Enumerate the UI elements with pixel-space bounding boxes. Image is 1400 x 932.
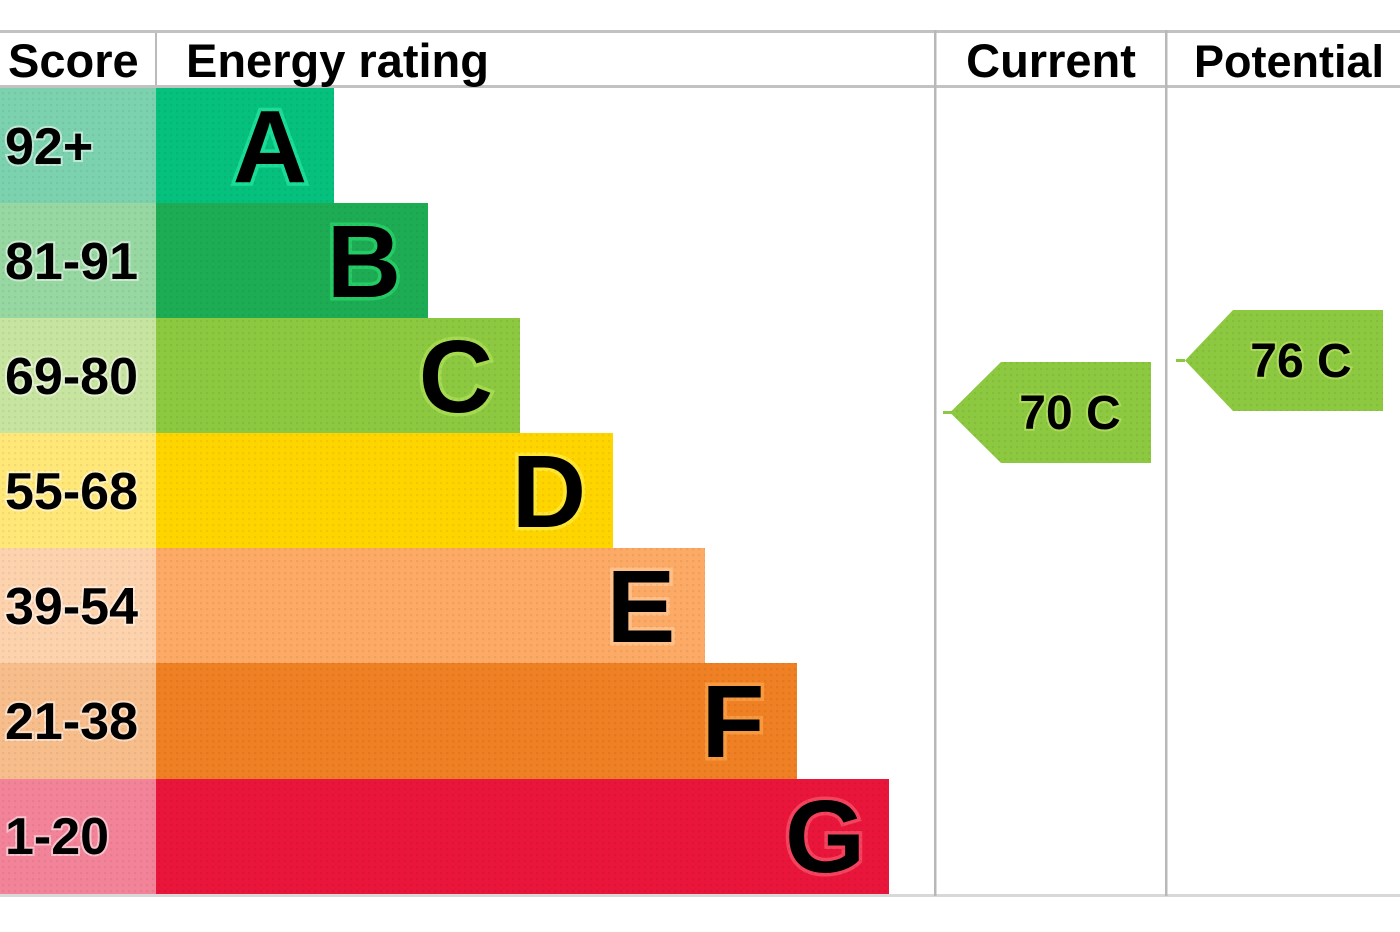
svg-text:Score: Score bbox=[8, 34, 139, 87]
svg-text:Current: Current bbox=[966, 34, 1136, 87]
svg-text:Potential: Potential bbox=[1194, 36, 1384, 87]
svg-text:Energy rating: Energy rating bbox=[186, 34, 489, 87]
